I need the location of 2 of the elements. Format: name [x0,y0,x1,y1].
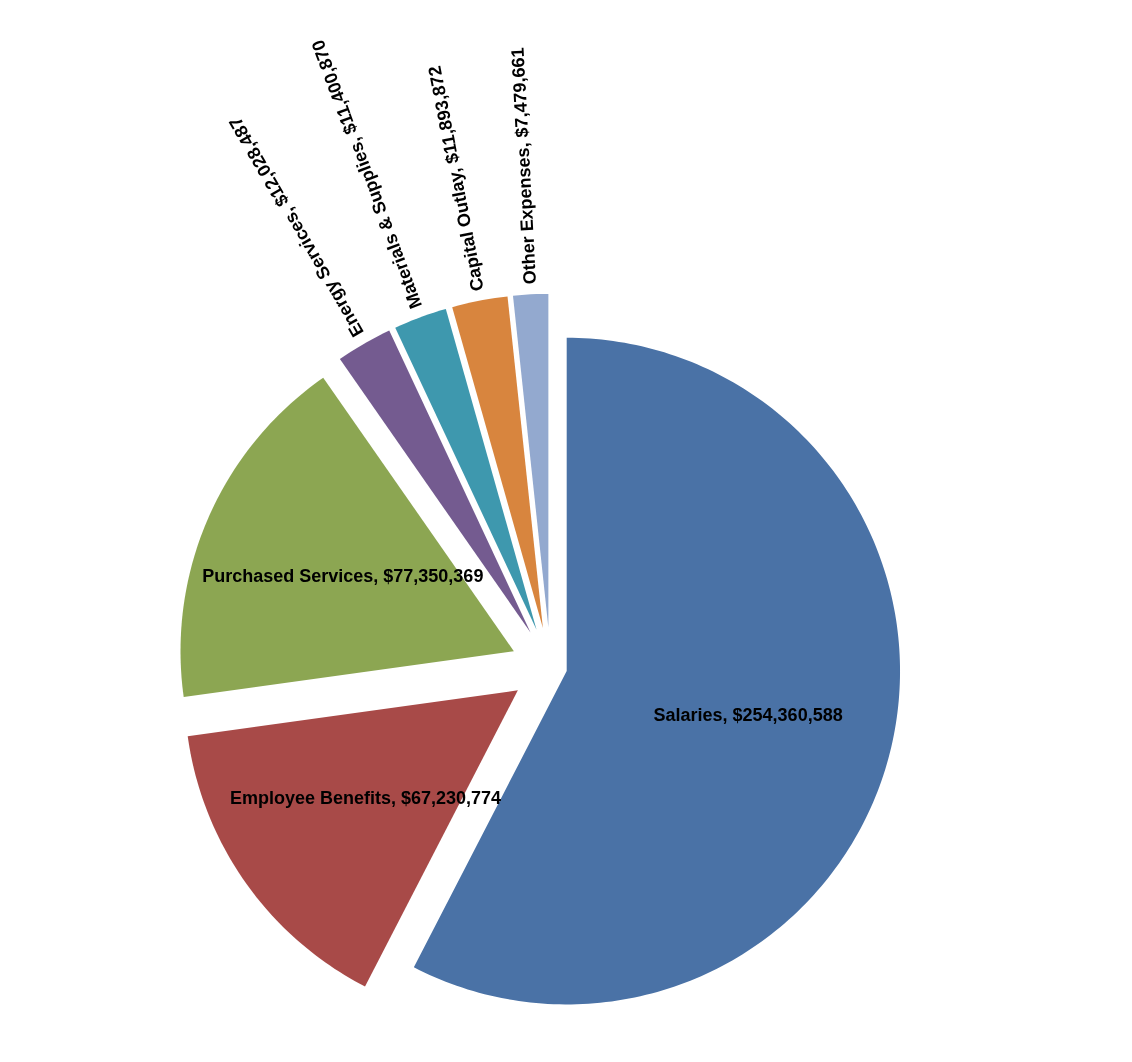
slice-label: Salaries, $254,360,588 [653,705,843,726]
slice-label: Other Expenses, $7,479,661 [507,47,541,285]
